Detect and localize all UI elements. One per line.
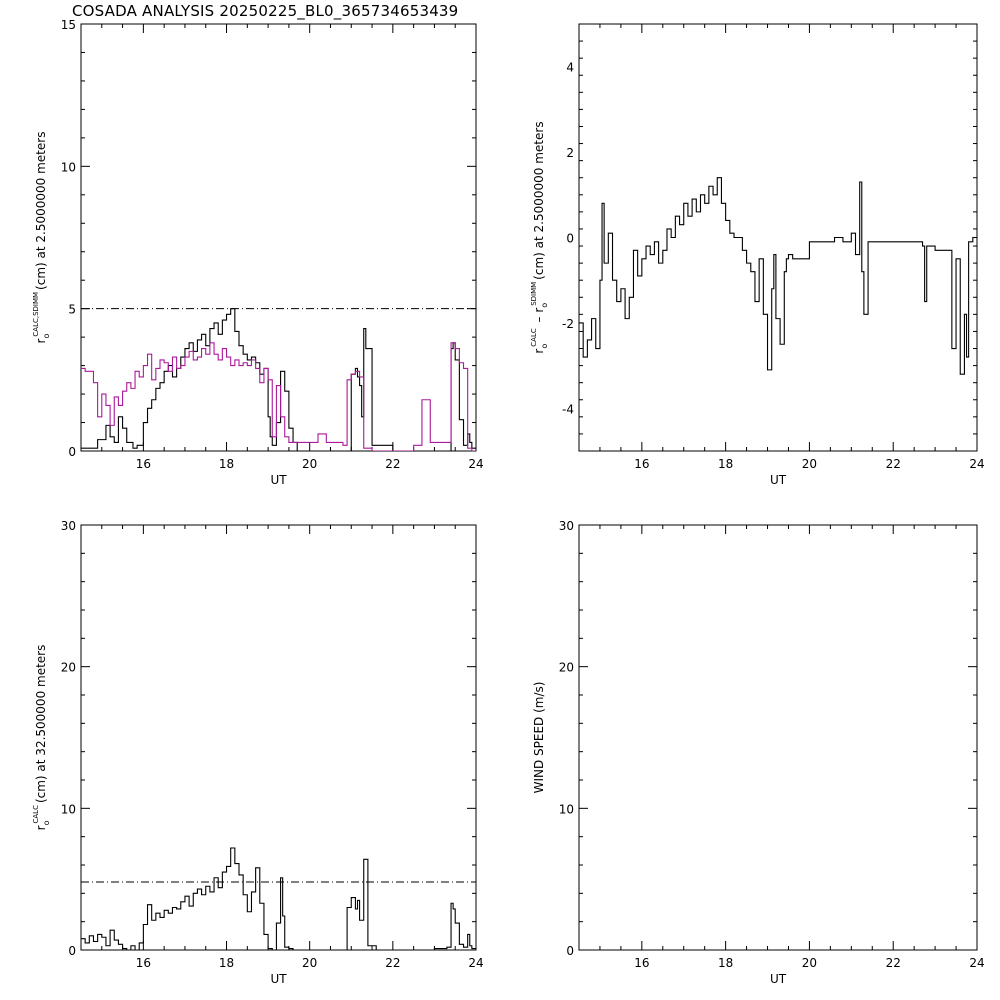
y-axis-label-part: WIND SPEED (m/s) xyxy=(532,682,546,794)
x-tick-label: 24 xyxy=(969,457,984,471)
x-tick-label: 16 xyxy=(136,956,151,970)
plot-frame xyxy=(578,23,978,452)
x-tick-label: 18 xyxy=(718,457,733,471)
y-tick-label: 0 xyxy=(566,232,574,246)
x-axis-label: UT xyxy=(770,972,787,986)
x-tick-label: 16 xyxy=(136,457,151,471)
series-line-0 xyxy=(579,177,977,375)
plot-frame xyxy=(80,524,477,951)
y-tick-label: 2 xyxy=(566,146,574,160)
y-tick-label: 0 xyxy=(68,944,76,958)
y-axis-label-part: r xyxy=(34,338,48,343)
x-tick-label: 22 xyxy=(385,956,400,970)
x-tick-label: 18 xyxy=(219,457,234,471)
y-tick-label: 30 xyxy=(61,519,76,533)
x-axis-label: UT xyxy=(770,473,787,487)
x-tick-label: 20 xyxy=(302,956,317,970)
y-tick-label: -2 xyxy=(562,317,574,331)
y-tick-label: 0 xyxy=(566,944,574,958)
panel-p4: 16 18 20 22 24 0 10 20 30 UT WIND SPEED (m/s) xyxy=(532,519,985,986)
y-axis-label-part: CALC,SDIMM xyxy=(32,292,40,337)
x-tick-label: 22 xyxy=(886,956,901,970)
y-tick-label: 20 xyxy=(61,661,76,675)
x-tick-label: 16 xyxy=(634,457,649,471)
y-axis-label-part: SDIMM xyxy=(530,282,538,306)
y-axis-label-part: r xyxy=(34,825,48,830)
y-axis-label-part: CALC xyxy=(32,805,40,824)
series-line-0 xyxy=(81,847,476,950)
x-tick-label: 18 xyxy=(219,956,234,970)
y-axis-label-part: o xyxy=(42,820,51,825)
y-tick-label: 10 xyxy=(61,802,76,816)
y-axis-label: roCALC – roSDIMM(cm) at 2.5000000 meters xyxy=(530,121,549,353)
y-axis-label-part: (cm) at 32.500000 meters xyxy=(34,645,48,803)
panel-p3: 16 18 20 22 24 0 10 20 30 UT roCALC (cm) at 32.5000… xyxy=(32,519,484,986)
y-tick-label: 5 xyxy=(68,303,76,317)
y-tick-label: -4 xyxy=(562,402,574,416)
x-tick-label: 22 xyxy=(385,457,400,471)
y-axis-label-part: o xyxy=(540,303,549,308)
x-axis-label: UT xyxy=(270,972,287,986)
series-line-1 xyxy=(81,342,476,451)
y-axis-label-part: CALC xyxy=(530,328,538,347)
y-tick-label: 0 xyxy=(68,445,76,459)
x-tick-label: 20 xyxy=(802,956,817,970)
y-axis-label-part: o xyxy=(42,334,51,339)
plot-frame xyxy=(80,23,477,452)
y-axis-label-part: (cm) at 2.5000000 meters xyxy=(34,132,48,290)
y-axis-label: WIND SPEED (m/s) xyxy=(532,682,546,794)
y-axis-label: roCALC (cm) at 32.500000 meters xyxy=(32,645,51,831)
x-tick-label: 22 xyxy=(886,457,901,471)
y-axis-label-part: (cm) at 2.5000000 meters xyxy=(532,121,546,279)
y-tick-label: 10 xyxy=(559,802,574,816)
x-tick-label: 20 xyxy=(802,457,817,471)
x-tick-label: 16 xyxy=(634,956,649,970)
series-line-0 xyxy=(81,308,476,451)
y-axis-label: roCALC,SDIMM (cm) at 2.5000000 meters xyxy=(32,132,51,344)
y-tick-label: 4 xyxy=(566,61,574,75)
y-axis-label-part: o xyxy=(540,344,549,349)
y-axis-label-part: r xyxy=(532,349,546,354)
x-tick-label: 24 xyxy=(969,956,984,970)
x-axis-label: UT xyxy=(270,473,287,487)
figure-title: COSADA ANALYSIS 20250225_BL0_36573465343… xyxy=(72,2,459,20)
x-tick-label: 20 xyxy=(302,457,317,471)
y-tick-label: 30 xyxy=(559,519,574,533)
y-tick-label: 10 xyxy=(61,160,76,174)
x-tick-label: 24 xyxy=(468,457,483,471)
panel-p1: 16 18 20 22 24 0 5 10 15 UT roCALC,SDIMM (cm) at 2.… xyxy=(32,18,484,487)
y-axis-label-part: – r xyxy=(532,308,546,327)
plot-frame xyxy=(578,524,978,951)
x-tick-label: 24 xyxy=(468,956,483,970)
y-tick-label: 15 xyxy=(61,18,76,32)
x-tick-label: 18 xyxy=(718,956,733,970)
y-tick-label: 20 xyxy=(559,661,574,675)
